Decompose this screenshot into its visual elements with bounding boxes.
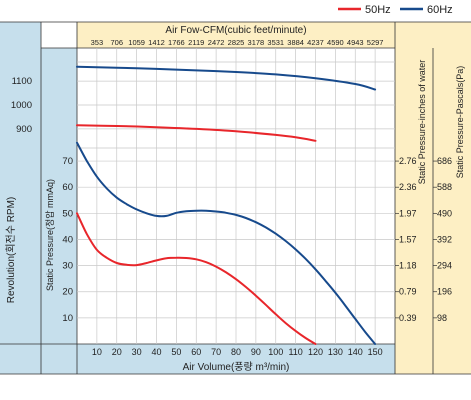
static-tick-label: 10 [62,313,73,324]
legend: 50Hz 60Hz [338,4,453,16]
x-tick-label: 140 [348,347,363,357]
tick-labels: 353 706 1059 1412 1766 2119 2472 2825 3178 3531 38… [11,38,452,357]
rpm-panel [0,22,41,374]
top-tick-label: 4943 [347,38,364,47]
legend-label-60hz: 60Hz [427,4,453,16]
x-tick-label: 110 [288,347,302,357]
water-tick-label: 2.36 [399,182,417,192]
water-tick-label: 1.97 [399,208,417,218]
pascal-tick-label: 98 [437,313,447,323]
static-tick-label: 50 [62,208,73,219]
water-tick-label: 0.79 [399,287,417,297]
water-tick-label: 1.57 [399,234,417,244]
x-tick-label: 50 [171,347,181,357]
bottom-band [77,344,395,374]
rpm-tick-label: 900 [16,124,32,135]
top-band [77,22,395,48]
water-axis-label: Static Pressure-inches of water [417,60,427,185]
static-panel [41,48,77,344]
rpm-axis-label: Revolution(회전수 RPM) [5,197,17,304]
series-60hz-static [76,141,377,345]
pascal-tick-label: 196 [437,287,452,297]
legend-label-50hz: 50Hz [365,4,391,16]
water-tick-label: 2.76 [399,156,417,166]
top-tick-label: 3884 [287,38,304,47]
rpm-tick-label: 1100 [12,76,32,87]
static-tick-label: 20 [62,287,73,298]
top-tick-label: 1412 [148,38,165,47]
water-tick-label: 1.18 [399,261,417,271]
series-50hz-rpm [76,124,317,142]
grid-lines [77,48,395,344]
series-60hz-rpm [76,65,377,91]
pascal-tick-label: 588 [437,182,452,192]
top-tick-label: 3178 [248,38,265,47]
top-tick-label: 706 [110,38,123,47]
rpm-tick-label: 1000 [11,100,32,111]
x-tick-label: 80 [231,347,241,357]
top-tick-label: 2119 [188,38,204,47]
static-tick-label: 30 [62,261,73,272]
top-tick-label: 4590 [327,38,344,47]
x-tick-label: 40 [151,347,161,357]
top-axis-label: Air Fow-CFM(cubic feet/minute) [165,25,306,36]
bottom-band-left [0,344,77,374]
pascal-tick-label: 490 [437,208,452,218]
pascal-axis-label: Static Pressure-Pascals(Pa) [455,66,465,179]
top-tick-label: 1059 [128,38,145,47]
static-tick-label: 70 [62,156,73,167]
pascal-tick-label: 392 [437,234,452,244]
x-tick-label: 120 [308,347,323,357]
series-50hz-static [76,212,317,345]
x-tick-label: 70 [211,347,221,357]
top-tick-label: 1766 [168,38,185,47]
x-tick-label: 20 [112,347,122,357]
series-lines [76,65,377,345]
top-tick-label: 2472 [208,38,225,47]
pascal-tick-label: 686 [437,156,452,166]
water-tick-label: 0.39 [399,313,417,323]
x-tick-label: 30 [132,347,142,357]
top-tick-label: 4237 [307,38,324,47]
top-tick-label: 3531 [267,38,284,47]
top-tick-label: 353 [91,38,104,47]
static-pressure-axis-label: Static Pressure(정압 mmAq) [44,179,55,291]
pascal-tick-label: 294 [437,261,452,271]
x-tick-label: 10 [92,347,102,357]
x-tick-label: 60 [191,347,201,357]
top-tick-label: 5297 [367,38,384,47]
x-axis-label: Air Volume(풍량 m³/min) [183,361,290,373]
x-tick-label: 130 [328,347,343,357]
x-tick-label: 150 [368,347,383,357]
x-tick-label: 90 [251,347,261,357]
static-tick-label: 40 [62,234,73,245]
static-tick-label: 60 [62,182,73,193]
top-tick-label: 2825 [228,38,245,47]
x-tick-label: 100 [268,347,283,357]
